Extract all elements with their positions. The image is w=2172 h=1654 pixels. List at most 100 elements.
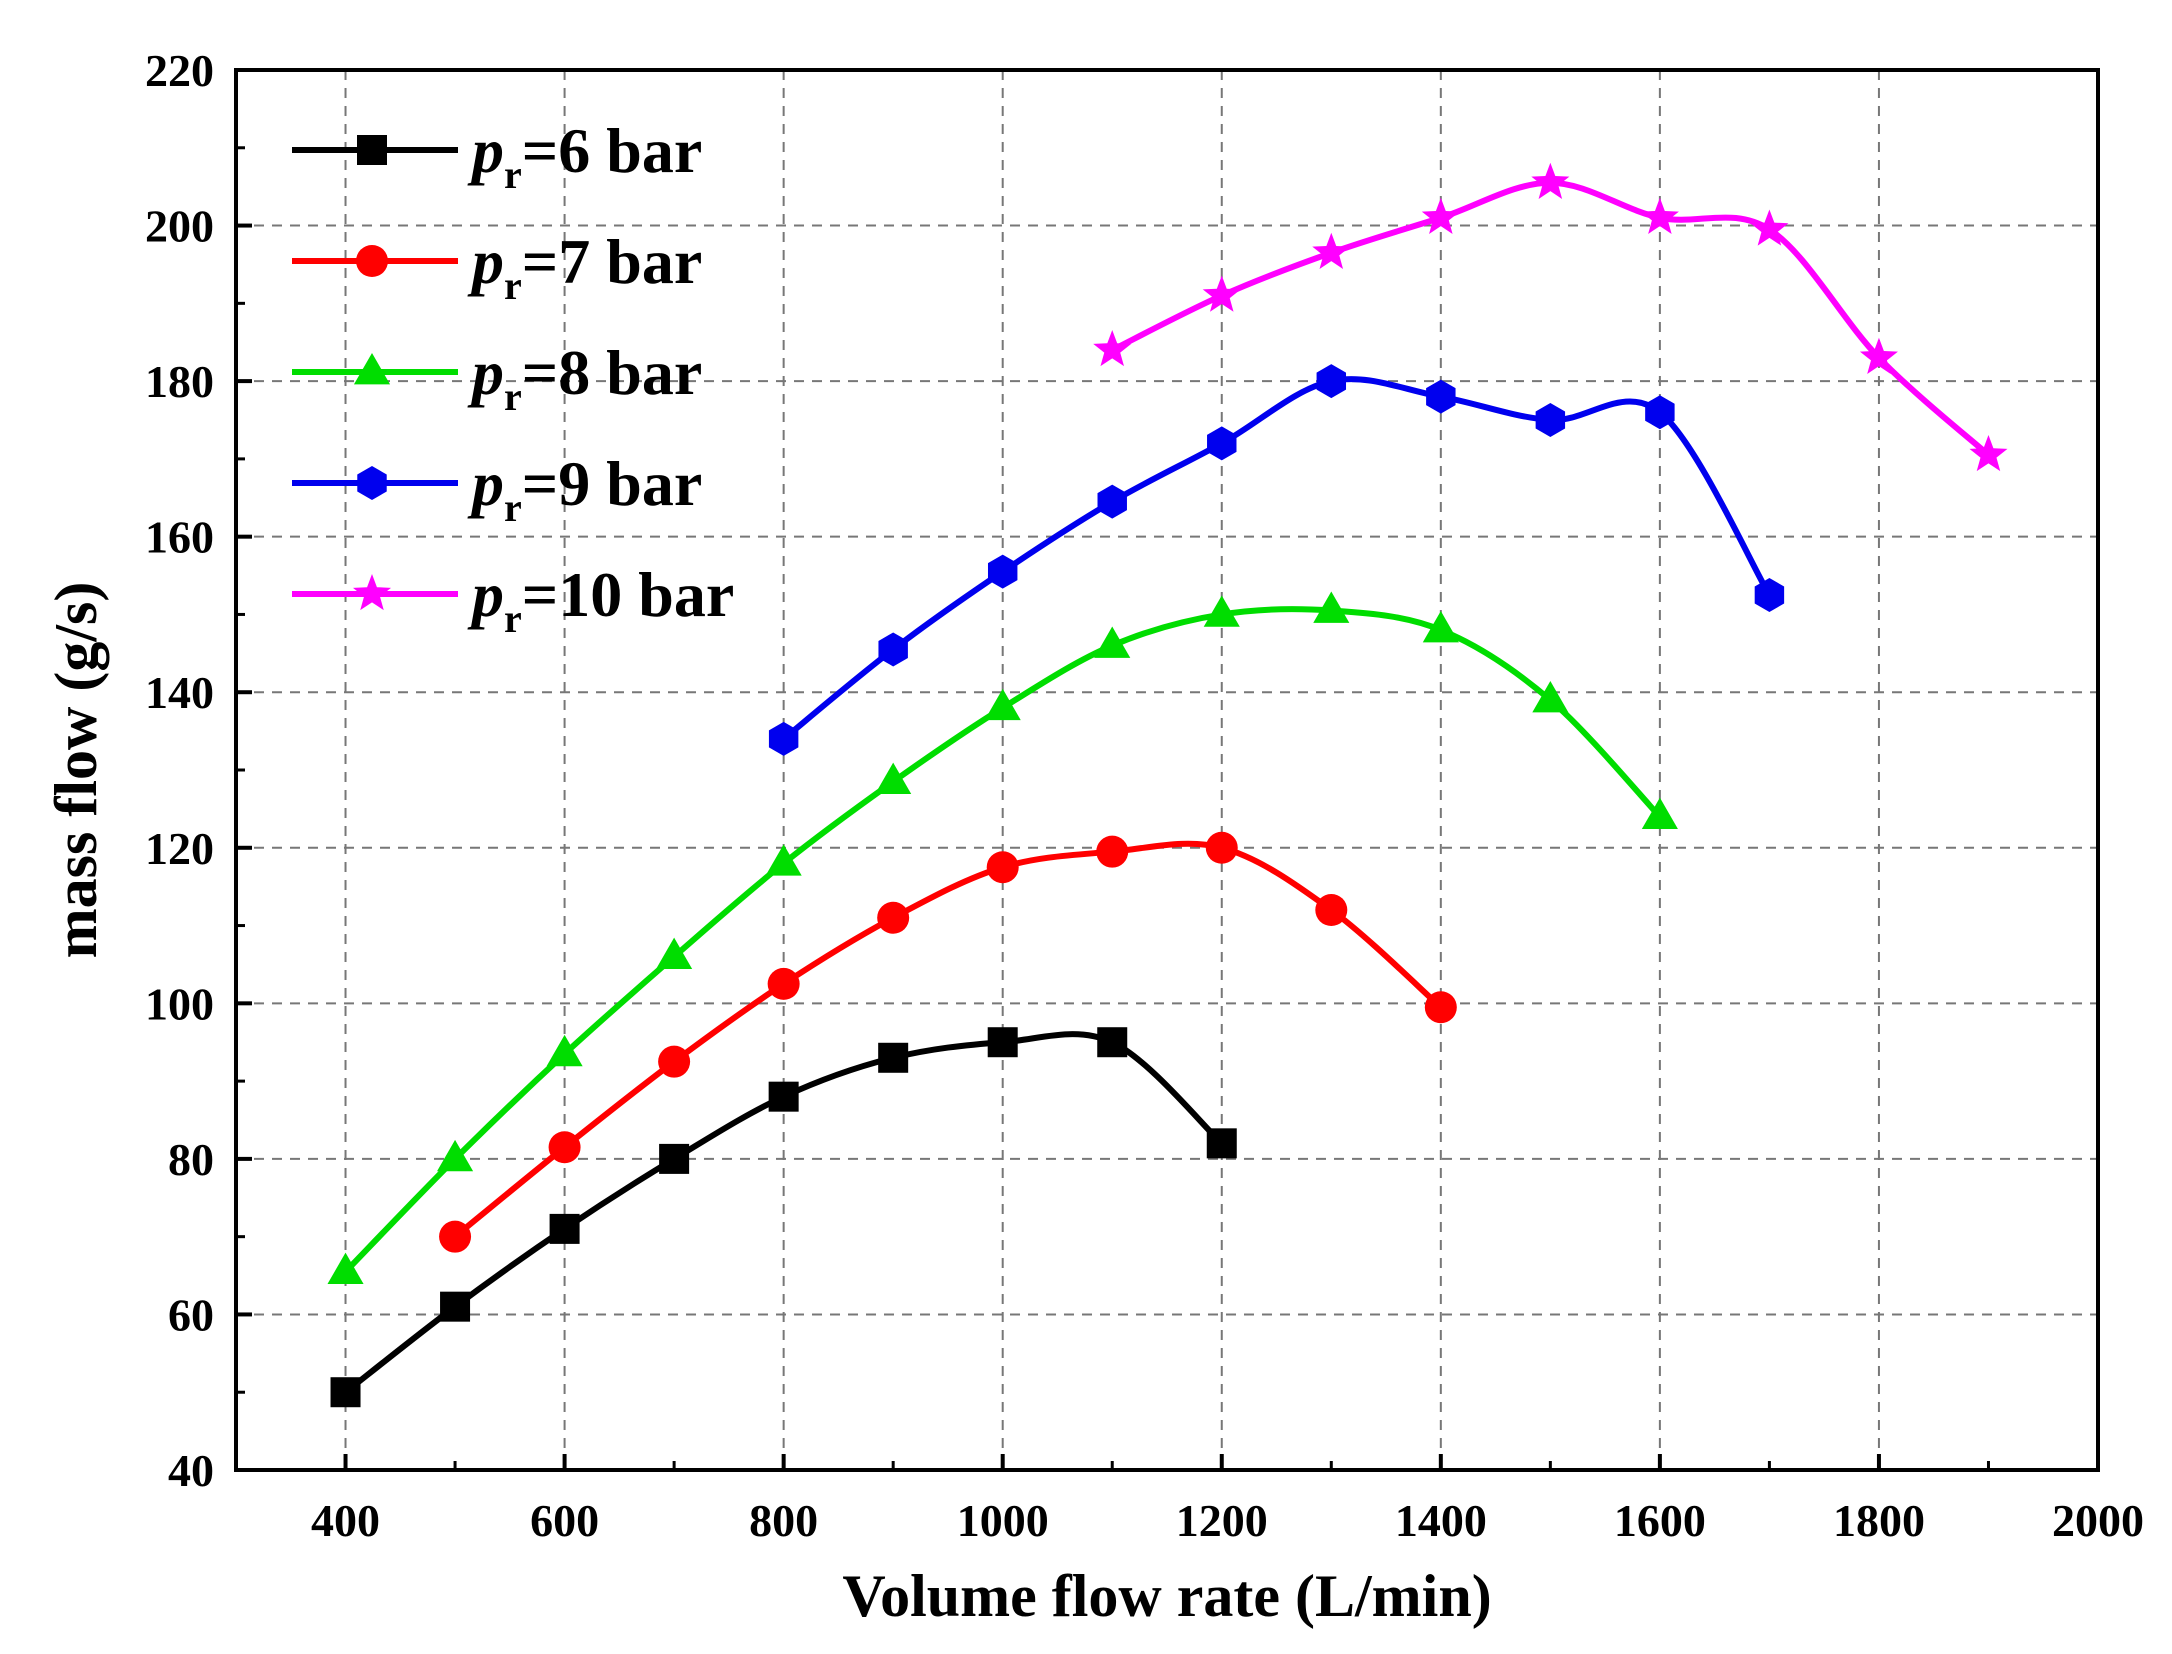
data-point	[656, 937, 693, 970]
data-point	[1641, 797, 1678, 830]
data-point	[1750, 209, 1789, 246]
x-axis-title: Volume flow rate (L/min)	[842, 1563, 1491, 1629]
series-3	[327, 591, 1678, 1285]
series-line	[453, 840, 1443, 1239]
x-tick-label: 1200	[1176, 1495, 1268, 1546]
y-tick-label: 40	[168, 1445, 214, 1496]
data-point	[548, 1131, 581, 1164]
data-point	[987, 1027, 1018, 1058]
legend-marker	[353, 353, 391, 385]
series-5	[1093, 162, 2008, 472]
y-tick-label: 60	[168, 1289, 214, 1340]
y-tick-label: 120	[145, 823, 214, 874]
legend-marker	[352, 574, 392, 611]
legend-label: pr=8 bar	[467, 337, 702, 419]
data-point	[440, 1291, 471, 1322]
x-tick-label: 1600	[1614, 1495, 1706, 1546]
data-point	[1205, 831, 1238, 864]
legend-item: pr=7 bar	[292, 226, 702, 308]
series-1	[330, 1027, 1237, 1408]
legend-item: pr=10 bar	[292, 559, 734, 641]
data-point	[984, 688, 1021, 721]
data-point	[1421, 197, 1460, 234]
data-point	[767, 967, 800, 1000]
y-tick-label: 220	[145, 45, 214, 96]
data-point	[1422, 611, 1459, 643]
data-point	[659, 1143, 690, 1174]
data-point	[986, 851, 1019, 884]
data-point	[437, 1139, 474, 1172]
legend: pr=6 bar pr=7 bar pr=8 bar pr=9 bar pr=10 ba…	[292, 115, 734, 641]
y-tick-label: 140	[145, 667, 214, 718]
data-point	[1203, 595, 1240, 627]
x-tick-label: 1400	[1395, 1495, 1487, 1546]
data-point	[987, 554, 1018, 589]
data-point	[1315, 894, 1348, 926]
data-point	[1202, 275, 1241, 312]
data-point	[1097, 1027, 1128, 1058]
data-point	[1093, 330, 1132, 367]
y-tick-label: 80	[168, 1134, 214, 1185]
data-point	[658, 1045, 691, 1078]
x-tick-label: 400	[311, 1495, 380, 1546]
data-point	[1426, 379, 1456, 414]
data-point	[1535, 403, 1566, 437]
data-point	[878, 632, 908, 667]
data-point	[877, 901, 910, 934]
data-point	[439, 1220, 472, 1253]
y-tick-labels: 40 60 80 100 120 140 160 180 200 220	[145, 45, 214, 1496]
data-point	[1096, 835, 1129, 868]
data-point	[330, 1377, 361, 1408]
y-tick-label: 200	[145, 201, 214, 252]
data-point	[1424, 991, 1457, 1024]
x-tick-label: 1800	[1833, 1495, 1925, 1546]
data-point	[1207, 426, 1237, 461]
x-tick-label: 1000	[957, 1495, 1049, 1546]
series-line	[1110, 179, 1991, 458]
data-point	[1206, 1128, 1237, 1159]
legend-marker	[356, 245, 388, 277]
data-point	[875, 762, 912, 795]
data-point	[1094, 626, 1131, 658]
data-point	[1640, 197, 1679, 234]
y-tick-label: 160	[145, 512, 214, 563]
data-point	[1097, 484, 1127, 519]
y-tick-label: 180	[145, 356, 214, 407]
legend-label: pr=7 bar	[467, 226, 702, 308]
legend-label: pr=9 bar	[467, 448, 702, 530]
x-tick-label: 2000	[2052, 1495, 2144, 1546]
data-point	[1754, 578, 1785, 612]
y-tick-label: 100	[145, 978, 214, 1029]
data-point	[549, 1213, 580, 1244]
series-4	[768, 364, 1785, 756]
data-point	[1312, 232, 1351, 269]
legend-marker	[357, 466, 387, 500]
legend-label: pr=10 bar	[467, 559, 734, 641]
data-point	[1316, 364, 1347, 399]
data-point	[768, 1081, 799, 1112]
data-point	[878, 1042, 909, 1073]
data-point	[1969, 435, 2008, 472]
series-line	[781, 376, 1772, 742]
y-axis-title: mass flow (g/s)	[43, 582, 109, 959]
data-point	[1531, 162, 1570, 199]
x-tick-label: 600	[530, 1495, 599, 1546]
data-point	[768, 721, 799, 756]
data-point	[1645, 395, 1675, 430]
series-layer	[327, 162, 2008, 1408]
data-point	[765, 844, 802, 876]
data-point	[327, 1252, 364, 1285]
legend-marker	[357, 135, 387, 165]
legend-item: pr=9 bar	[292, 448, 702, 530]
axis-ticks	[236, 68, 2100, 1472]
data-point	[546, 1034, 583, 1067]
x-tick-labels: 400 600 800 1000 1200 1400 1600 1800 2000	[311, 1495, 2144, 1546]
legend-label: pr=6 bar	[467, 115, 702, 197]
series-2	[439, 831, 1457, 1253]
legend-item: pr=6 bar	[292, 115, 702, 197]
data-point	[1532, 681, 1569, 713]
x-tick-label: 800	[749, 1495, 818, 1546]
data-point	[1313, 591, 1350, 623]
legend-item: pr=8 bar	[292, 337, 702, 419]
